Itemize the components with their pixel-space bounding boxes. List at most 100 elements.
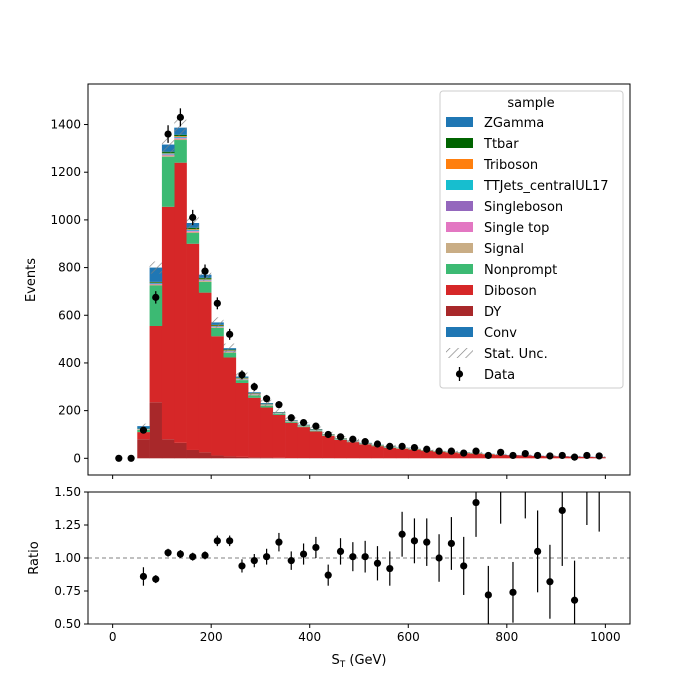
data-point-16 [312, 422, 320, 430]
data-point-21 [373, 440, 382, 448]
data-point-28 [460, 449, 468, 457]
ratio-y-tick-label-0: 0.50 [54, 617, 81, 631]
ratio-point-16 [336, 547, 345, 556]
bar-diboson-13 [272, 414, 286, 458]
bar-diboson-10 [235, 382, 249, 457]
data-point-23 [398, 442, 406, 450]
ratio-point-21 [398, 530, 406, 538]
ratio-y-tick-label-4: 1.50 [54, 485, 81, 499]
bar-single-top-5 [174, 138, 187, 139]
bar-triboson-5 [174, 135, 187, 137]
bar-dy-3 [149, 402, 163, 459]
ratio-x-tick-label-5: 1000 [590, 630, 621, 644]
data-point-1 [127, 454, 135, 462]
stat-unc-5 [174, 119, 187, 136]
legend-title: sample [507, 96, 554, 111]
stat-unc-12 [260, 399, 273, 407]
data-point-38 [583, 451, 591, 460]
data-point-39 [595, 452, 603, 460]
data-point-30 [484, 451, 492, 460]
data-point-4 [164, 130, 172, 138]
bar-nonprompt-11 [248, 395, 261, 398]
data-point-32 [509, 451, 517, 460]
bar-diboson-22 [383, 447, 397, 459]
data-point-37 [570, 453, 579, 461]
stat-unc-2 [137, 423, 150, 429]
ratio-point-4 [189, 553, 197, 561]
data-point-29 [472, 447, 480, 455]
ratio-x-tick-label-0: 0 [109, 630, 117, 644]
ratio-point-30 [509, 588, 517, 596]
bar-dy-10 [235, 456, 249, 459]
ratio-x-ticks: 0 200 400 600 800 1000 [109, 624, 621, 644]
ratio-point-9 [250, 557, 258, 565]
bar-signal-4 [161, 155, 175, 157]
main-panel: 0 200 400 600 800 1000 1200 1400 Events sample … [24, 83, 631, 479]
ratio-point-18 [361, 553, 369, 561]
bar-diboson-16 [309, 431, 323, 459]
stat-unc-11 [248, 388, 261, 396]
data-point-2 [139, 426, 148, 434]
legend-dy-swatch [446, 306, 473, 316]
data-point-22 [386, 442, 394, 450]
legend-diboson-swatch [446, 285, 473, 295]
ratio-point-26 [460, 562, 468, 570]
ratio-point-1 [152, 575, 160, 583]
legend-zgamma-swatch [446, 117, 473, 127]
main-y-tick-label-4: 800 [58, 261, 81, 275]
x-axis-label-unit: (GeV) [345, 653, 386, 668]
main-y-tick-label-6: 1200 [50, 165, 81, 179]
data-points [115, 108, 603, 462]
legend-singleboson-swatch [446, 201, 473, 211]
ratio-point-27 [472, 498, 480, 507]
ratio-point-0 [139, 572, 148, 581]
bar-signal-3 [149, 284, 163, 286]
bar-nonprompt-8 [211, 327, 224, 337]
ratio-point-23 [423, 538, 431, 546]
bar-diboson-14 [285, 422, 298, 459]
x-axis-label: ST (GeV) [331, 653, 386, 670]
bar-dy-6 [186, 449, 200, 459]
ratio-point-5 [201, 551, 209, 559]
stat-unc-3 [149, 261, 162, 274]
data-point-7 [201, 267, 209, 275]
data-point-25 [423, 445, 431, 453]
legend-triboson-label: Triboson [483, 158, 538, 173]
ratio-x-tick-label-4: 800 [495, 630, 518, 644]
ratio-x-tick-label-1: 200 [200, 630, 223, 644]
data-point-12 [263, 395, 271, 403]
legend-single-top-label: Single top [484, 221, 549, 236]
legend-data-label: Data [484, 368, 515, 383]
legend-frame [439, 90, 624, 389]
stat-unc-8 [211, 317, 224, 328]
ratio-point-15 [324, 571, 332, 579]
data-point-19 [349, 435, 357, 443]
legend-singleboson-label: Singleboson [484, 200, 563, 215]
bar-ttjets-centralul17-5 [174, 136, 187, 138]
ratio-point-17 [349, 553, 357, 561]
legend-stat-unc-swatch [446, 348, 473, 358]
legend-signal-swatch [446, 243, 473, 253]
bar-single-top-4 [161, 154, 175, 156]
bar-diboson-9 [223, 357, 237, 457]
ratio-y-tick-label-2: 1.00 [54, 551, 81, 565]
data-point-20 [361, 438, 369, 446]
legend-ttbar-label: Ttbar [483, 137, 519, 152]
bar-ttjets-centralul17-3 [149, 282, 163, 284]
data-point-31 [497, 448, 505, 456]
bar-diboson-18 [334, 439, 347, 459]
data-point-17 [324, 430, 332, 439]
ratio-x-tick-label-2: 400 [298, 630, 321, 644]
ratio-point-12 [287, 557, 295, 565]
ratio-points [139, 492, 600, 624]
data-point-8 [213, 299, 221, 307]
bar-nonprompt-4 [161, 156, 175, 207]
bar-diboson-20 [359, 444, 372, 459]
ratio-point-20 [386, 564, 394, 573]
legend-signal-label: Signal [484, 242, 524, 257]
data-point-35 [546, 452, 554, 460]
bar-diboson-26 [432, 451, 446, 459]
legend-single-top-swatch [446, 222, 473, 232]
bar-dy-7 [198, 452, 212, 459]
ratio-point-22 [410, 537, 419, 545]
